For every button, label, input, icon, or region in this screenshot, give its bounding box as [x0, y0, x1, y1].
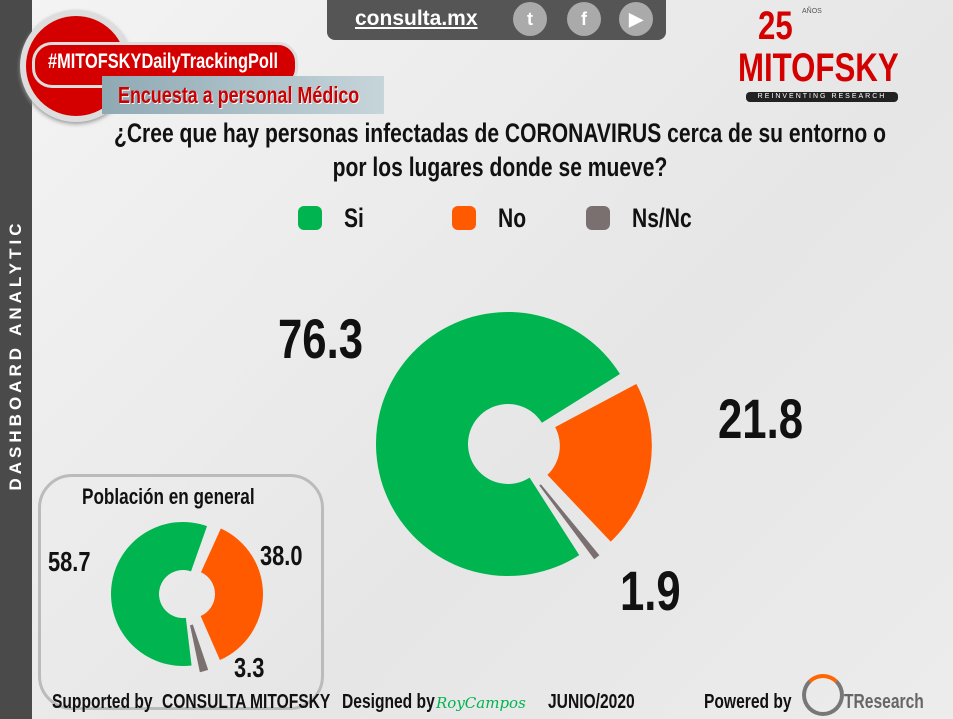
hashtag: #MITOFSKYDailyTrackingPoll: [48, 50, 279, 73]
footer-date: JUNIO/2020: [548, 691, 635, 713]
site-link[interactable]: consulta.mx: [355, 7, 478, 30]
footer-mitofsky: MITOFSKY: [250, 691, 331, 713]
logo-number: 25: [758, 4, 793, 48]
label-si: 76.3: [278, 307, 364, 370]
small-label-si: 58.7: [48, 546, 91, 577]
footer-designer: RoyCampos: [436, 694, 526, 712]
mitofsky-logo: 25 AÑOS MITOFSKY REINVENTING RESEARCH: [738, 6, 908, 106]
chart-title: ¿Cree que hay personas infectadas de COR…: [100, 116, 900, 184]
youtube-icon[interactable]: ▶: [619, 2, 653, 36]
main-slice-nsnc: [539, 484, 600, 560]
footer-consulta: CONSULTA: [162, 691, 247, 713]
legend-nsnc: Ns/Nc: [586, 202, 709, 234]
footer-supported: Supported by: [52, 691, 153, 713]
main-slice-si: [376, 312, 620, 577]
legend-no: No: [452, 202, 534, 234]
logo-anos: AÑOS: [802, 8, 822, 15]
footer-tresearch: TResearch: [844, 691, 924, 713]
subtitle-banner: Encuesta a personal Médico: [102, 76, 384, 114]
twitter-icon[interactable]: t: [513, 2, 547, 36]
small-label-no: 38.0: [260, 540, 303, 571]
facebook-icon[interactable]: f: [567, 2, 601, 36]
small-slice-si: [111, 522, 208, 666]
small-chart-box: [38, 474, 324, 710]
logo-tagline: REINVENTING RESEARCH: [746, 92, 898, 102]
small-label-nsnc: 3.3: [234, 652, 265, 683]
small-slice-no: [200, 528, 263, 660]
sidebar: DASHBOARD ANALYTIC: [0, 0, 32, 719]
subtitle: Encuesta a personal Médico: [118, 82, 360, 108]
logo-name: MITOFSKY: [738, 46, 899, 90]
tresearch-logo-icon: [802, 674, 844, 716]
label-no: 21.8: [718, 387, 804, 450]
main-slice-no: [547, 383, 652, 542]
label-nsnc: 1.9: [620, 559, 681, 622]
chart-title-text: ¿Cree que hay personas infectadas de COR…: [113, 118, 887, 182]
legend-si: Si: [298, 202, 370, 234]
social-bar: consulta.mx t f ▶: [327, 0, 666, 40]
footer-powered: Powered by: [704, 691, 792, 713]
small-slice-nsnc: [190, 624, 209, 673]
footer-designed: Designed by: [342, 691, 435, 713]
small-chart-title: Población en general: [82, 484, 255, 509]
